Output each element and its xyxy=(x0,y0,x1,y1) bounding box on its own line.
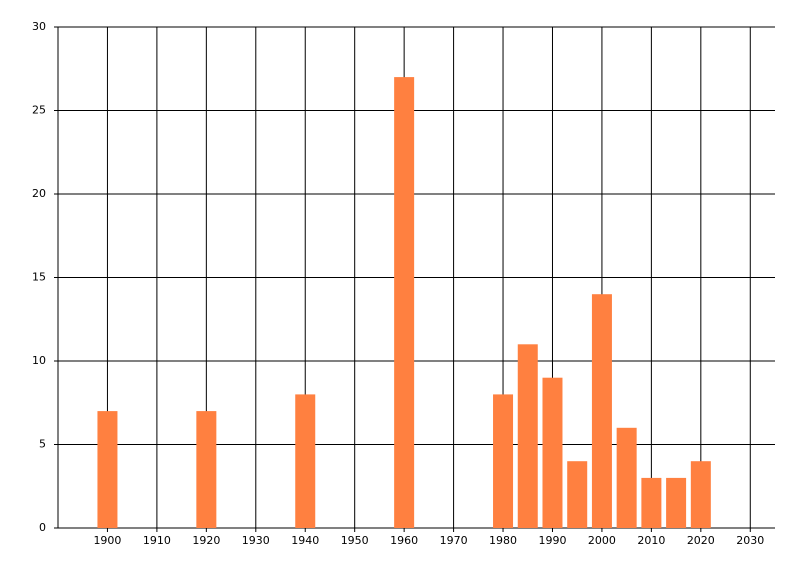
bar xyxy=(542,377,563,528)
bar xyxy=(616,427,637,528)
y-tick-label: 30 xyxy=(32,20,46,33)
bar xyxy=(690,461,711,528)
x-tick-label: 2010 xyxy=(637,534,665,547)
x-tick-label: 2000 xyxy=(588,534,616,547)
x-tick-label: 1900 xyxy=(93,534,121,547)
x-tick-label: 1980 xyxy=(489,534,517,547)
bar xyxy=(666,477,687,528)
y-tick-label: 25 xyxy=(32,104,46,117)
bar xyxy=(295,394,316,528)
y-tick-label: 0 xyxy=(39,521,46,534)
y-tick-label: 20 xyxy=(32,187,46,200)
x-tick-label: 1990 xyxy=(538,534,566,547)
bar xyxy=(517,344,538,528)
bar xyxy=(493,394,514,528)
y-tick-label: 10 xyxy=(32,354,46,367)
x-tick-label: 1940 xyxy=(291,534,319,547)
bar xyxy=(394,77,415,528)
x-tick-label: 1960 xyxy=(390,534,418,547)
bar xyxy=(97,411,118,528)
bar xyxy=(567,461,588,528)
x-tick-label: 1930 xyxy=(242,534,270,547)
y-tick-label: 5 xyxy=(39,438,46,451)
x-tick-label: 1910 xyxy=(143,534,171,547)
bar xyxy=(641,477,662,528)
bar xyxy=(196,411,217,528)
bar xyxy=(591,294,612,528)
x-tick-label: 2020 xyxy=(687,534,715,547)
x-tick-label: 2030 xyxy=(736,534,764,547)
x-tick-label: 1950 xyxy=(341,534,369,547)
x-tick-label: 1920 xyxy=(192,534,220,547)
y-tick-label: 15 xyxy=(32,271,46,284)
x-tick-label: 1970 xyxy=(440,534,468,547)
